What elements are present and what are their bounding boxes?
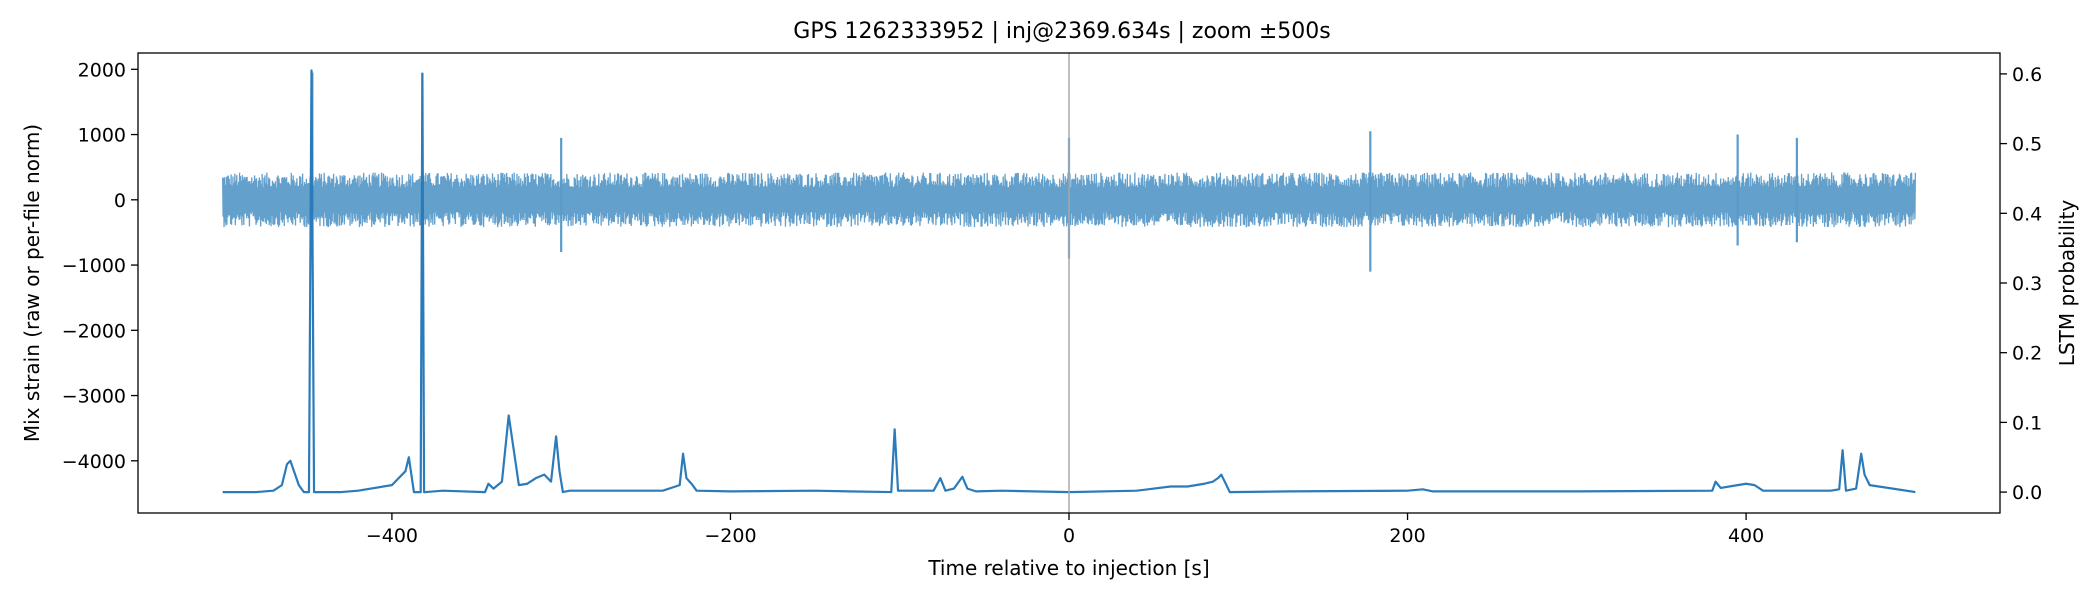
chart-title: GPS 1262333952 | inj@2369.634s | zoom ±5…: [793, 19, 1330, 44]
x-tick-label-2: 0: [1063, 525, 1075, 547]
y-axis-right-label: LSTM probability: [2055, 200, 2079, 367]
probability-line: [222, 69, 1916, 494]
x-tick-label-4: 400: [1728, 525, 1764, 547]
y-right-tick-label-0: 0.6: [2012, 64, 2042, 86]
y-left-tick-label-3: −1000: [62, 255, 126, 277]
x-tick-label-3: 200: [1389, 525, 1425, 547]
y-axis-left-label: Mix strain (raw or per-file norm): [20, 124, 44, 442]
axes: −400 −200 0 200 400200010000−1000−2000−3000−…: [62, 59, 2043, 547]
y-left-tick-label-1: 1000: [78, 125, 126, 147]
y-right-tick-label-6: 0.0: [2012, 482, 2042, 504]
y-left-tick-label-4: −2000: [62, 320, 126, 342]
y-left-tick-label-2: 0: [114, 190, 126, 212]
y-left-tick-label-5: −3000: [62, 386, 126, 408]
y-right-tick-label-2: 0.4: [2012, 203, 2042, 225]
y-right-tick-label-5: 0.1: [2012, 412, 2042, 434]
x-tick-label-0: −400: [366, 525, 418, 547]
y-right-tick-label-1: 0.5: [2012, 134, 2042, 156]
y-right-tick-label-3: 0.3: [2012, 273, 2042, 295]
probability-series: [222, 69, 1916, 494]
x-tick-label-1: −200: [704, 525, 756, 547]
y-left-tick-label-6: −4000: [62, 451, 126, 473]
x-axis-label: Time relative to injection [s]: [927, 556, 1209, 580]
y-right-tick-label-4: 0.2: [2012, 343, 2042, 365]
y-left-tick-label-0: 2000: [78, 59, 126, 81]
